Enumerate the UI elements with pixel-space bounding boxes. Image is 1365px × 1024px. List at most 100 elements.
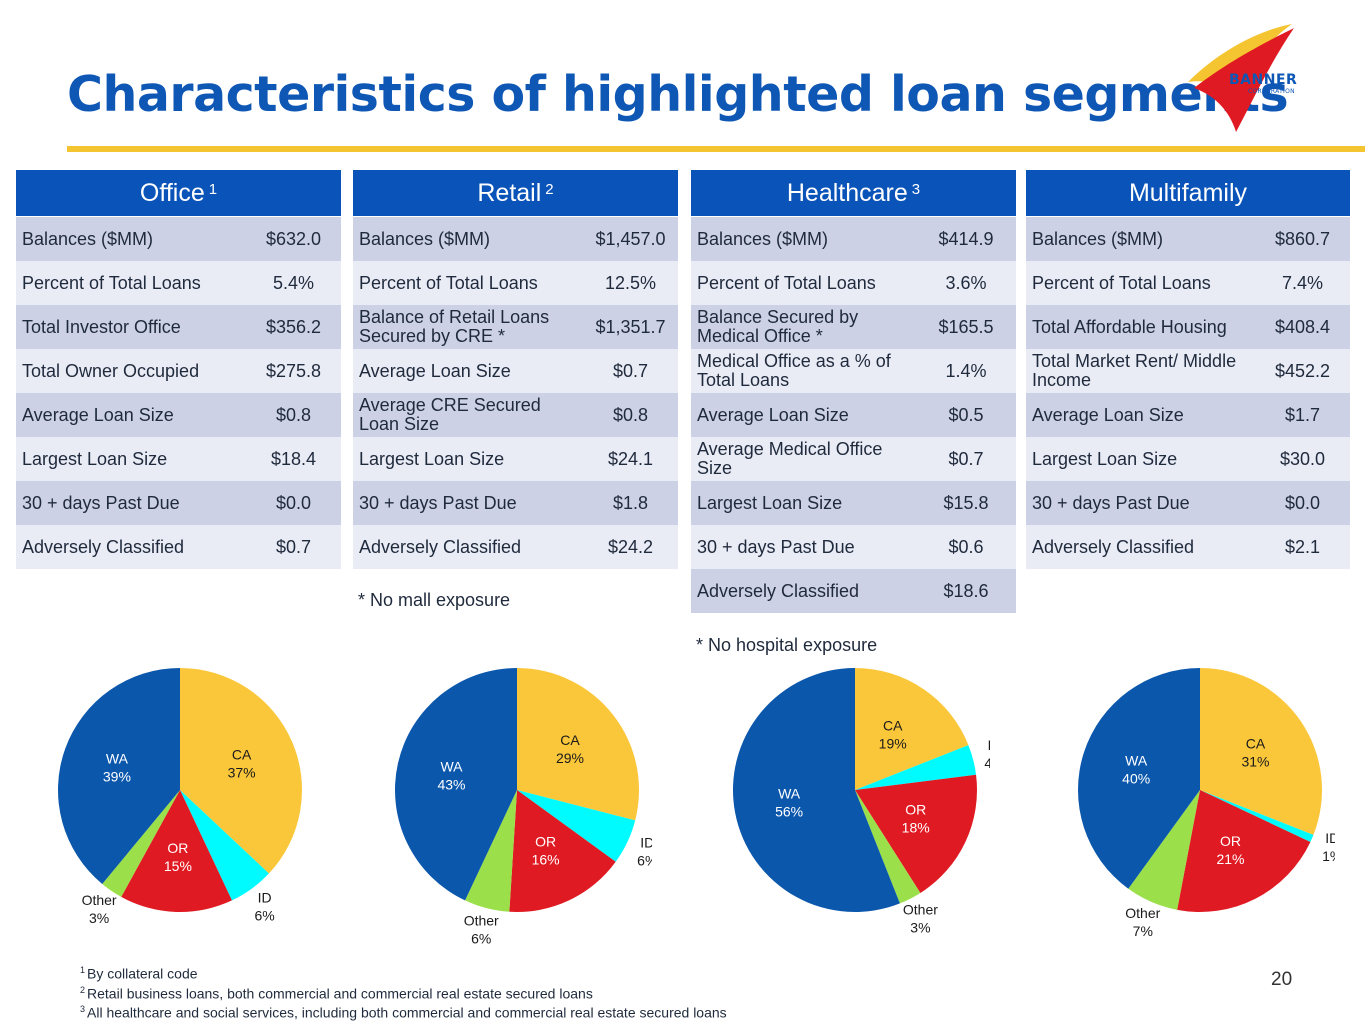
row-label: 30 + days Past Due bbox=[1032, 492, 1190, 513]
panel-footnote-mark: 3 bbox=[911, 180, 921, 198]
table-row: 30 + days Past Due $0.0 bbox=[16, 481, 341, 525]
pie-label-wa: WA 56% bbox=[775, 786, 803, 820]
table-row: Balances ($MM) $632.0 bbox=[16, 217, 341, 261]
table-row: Percent of Total Loans 5.4% bbox=[16, 261, 341, 305]
row-value: $0.8 bbox=[275, 404, 312, 425]
row-value: 7.4% bbox=[1281, 272, 1324, 293]
pie-label-other: Other 7% bbox=[1125, 905, 1160, 939]
multifamily-panel: Multifamily Balances ($MM) $860.7 Percent… bbox=[1026, 170, 1350, 569]
row-value: $30.0 bbox=[1279, 448, 1326, 469]
pie-label-id: ID6% bbox=[637, 834, 652, 868]
table-row: Average Loan Size $1.7 bbox=[1026, 393, 1350, 437]
row-value: $275.8 bbox=[265, 360, 322, 381]
table-row: Percent of Total Loans 12.5% bbox=[353, 261, 678, 305]
row-value: $0.8 bbox=[612, 404, 649, 425]
pie-label-wa: WA 43% bbox=[437, 758, 465, 792]
row-label: Adversely Classified bbox=[359, 536, 522, 557]
row-value: $356.2 bbox=[265, 316, 322, 337]
row-value: $0.7 bbox=[612, 360, 649, 381]
healthcare-note: * No hospital exposure bbox=[696, 635, 878, 655]
footnote: 3 All healthcare and social services, inc… bbox=[80, 1004, 727, 1021]
row-value: 12.5% bbox=[604, 272, 657, 293]
retail-panel: Retail 2 Balances ($MM) $1,457.0 Percent … bbox=[353, 170, 678, 569]
row-value: $1.7 bbox=[1284, 404, 1321, 425]
table-row: Percent of Total Loans 3.6% bbox=[691, 261, 1016, 305]
row-label: Total Owner Occupied bbox=[22, 360, 200, 381]
row-value: $1,457.0 bbox=[595, 228, 666, 249]
pie-slice-ca bbox=[855, 668, 969, 790]
pie-slice-id bbox=[517, 790, 636, 862]
row-value: $1.8 bbox=[612, 492, 649, 513]
table-row: Average Loan Size $0.8 bbox=[16, 393, 341, 437]
row-label: Total Affordable Housing bbox=[1032, 316, 1227, 337]
table-row: Balances ($MM) $414.9 bbox=[691, 217, 1016, 261]
pie-label-other: Other 3% bbox=[82, 892, 117, 926]
table-row: Largest Loan Size $30.0 bbox=[1026, 437, 1350, 481]
pie-slice-wa bbox=[57, 668, 180, 884]
row-label: Percent of Total Loans bbox=[359, 272, 538, 293]
pie-slice-ca bbox=[1200, 668, 1322, 835]
table-row: Average Loan Size $0.7 bbox=[353, 349, 678, 393]
pie-label-or: OR 21% bbox=[1216, 833, 1244, 867]
table-row: Total Owner Occupied $275.8 bbox=[16, 349, 341, 393]
table-row: Adversely Classified $0.7 bbox=[16, 525, 341, 569]
row-value: $0.0 bbox=[1284, 492, 1321, 513]
footnotes: 1 By collateral code 2 Retail business loa… bbox=[80, 962, 727, 1021]
table-row: Balance of Retail Loans Secured by CRE *… bbox=[353, 305, 678, 349]
pie-slice-wa bbox=[732, 668, 900, 912]
page-title: Characteristics of highlighted loan segm… bbox=[67, 66, 1289, 123]
panel-title: Multifamily bbox=[1128, 178, 1248, 207]
row-label: Average Loan Size bbox=[697, 404, 849, 425]
row-label: Medical Office as a % of Total Loans bbox=[697, 351, 891, 390]
row-label: Adversely Classified bbox=[22, 536, 185, 557]
row-value: $18.4 bbox=[270, 448, 317, 469]
panel-footnote-mark: 2 bbox=[545, 180, 554, 198]
row-value: $414.9 bbox=[938, 228, 994, 249]
row-value: $452.2 bbox=[1274, 360, 1331, 381]
table-row: Medical Office as a % of Total Loans 1.4% bbox=[691, 349, 1016, 393]
row-value: $18.6 bbox=[943, 580, 989, 601]
pie-label-id: ID4% bbox=[984, 737, 990, 771]
row-label: Average Loan Size bbox=[359, 360, 511, 381]
row-label: Percent of Total Loans bbox=[697, 272, 876, 293]
row-value: 5.4% bbox=[272, 272, 315, 293]
table-row: Average Loan Size $0.5 bbox=[691, 393, 1016, 437]
pie-label-other: Other 6% bbox=[464, 913, 499, 947]
row-label: Total Market Rent/ Middle Income bbox=[1032, 351, 1237, 390]
logo-subtitle: CORPORATION bbox=[1248, 88, 1295, 95]
row-label: Percent of Total Loans bbox=[1032, 272, 1211, 293]
logo-name: BANNER bbox=[1229, 72, 1298, 88]
panel-header: Retail 2 bbox=[353, 170, 678, 217]
footnote: 1 By collateral code bbox=[80, 965, 198, 982]
pie-label-ca: CA 29% bbox=[556, 732, 584, 766]
healthcare-panel: Healthcare 3 Balances ($MM) $414.9 Percen… bbox=[691, 170, 1016, 613]
row-label: Largest Loan Size bbox=[359, 448, 505, 469]
table-row: 30 + days Past Due $0.6 bbox=[691, 525, 1016, 569]
row-label: Average Loan Size bbox=[22, 404, 174, 425]
pie-label-wa: WA 39% bbox=[103, 750, 131, 784]
pie-slice-or bbox=[1177, 790, 1311, 913]
pie-slice-id bbox=[1200, 790, 1314, 842]
pie-label-or: OR 16% bbox=[532, 834, 560, 868]
pie-slice-other bbox=[1128, 790, 1200, 910]
row-value: 1.4% bbox=[945, 360, 987, 381]
footnote: 2 Retail business loans, both commercial … bbox=[80, 984, 593, 1002]
row-value: $0.7 bbox=[948, 448, 984, 469]
office-panel: Office 1 Balances ($MM) $632.0 Percent of… bbox=[16, 170, 341, 569]
pie-slice-id bbox=[855, 745, 977, 790]
row-label: 30 + days Past Due bbox=[359, 492, 517, 513]
table-row: Balances ($MM) $1,457.0 bbox=[353, 217, 678, 261]
table-row: Total Investor Office $356.2 bbox=[16, 305, 341, 349]
row-value: $24.2 bbox=[607, 536, 654, 557]
row-label: Balances ($MM) bbox=[1032, 228, 1164, 249]
row-value: $0.6 bbox=[948, 536, 984, 557]
row-value: $24.1 bbox=[607, 448, 654, 469]
table-row: 30 + days Past Due $1.8 bbox=[353, 481, 678, 525]
row-label: Adversely Classified bbox=[697, 580, 860, 601]
pie-slice-or bbox=[855, 774, 978, 894]
table-row: Largest Loan Size $15.8 bbox=[691, 481, 1016, 525]
table-row: 30 + days Past Due $0.0 bbox=[1026, 481, 1350, 525]
table-row: Adversely Classified $18.6 bbox=[691, 569, 1016, 613]
